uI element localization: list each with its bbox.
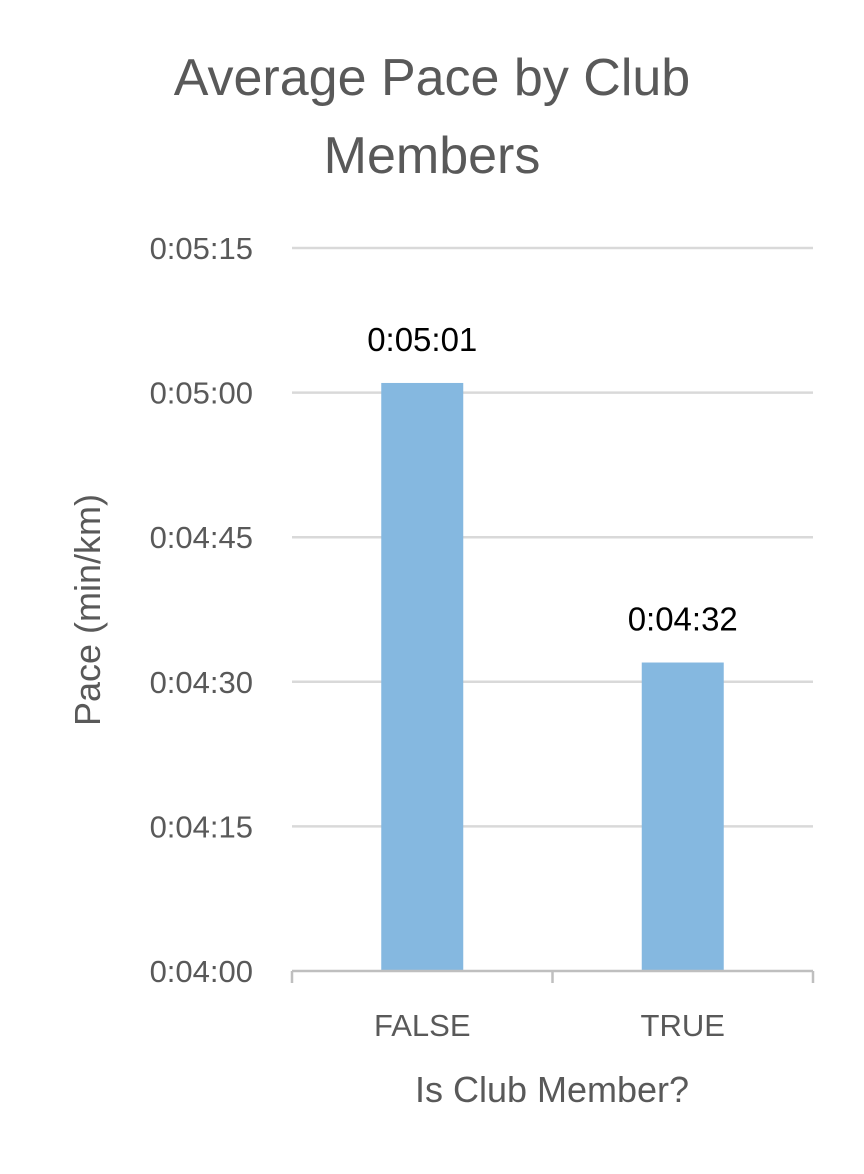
- data-label: 0:04:32: [628, 601, 738, 638]
- x-axis-title: Is Club Member?: [415, 1069, 689, 1110]
- bar-false: [381, 382, 464, 972]
- data-label: 0:05:01: [367, 321, 477, 358]
- data-labels: 0:05:01 0:04:32: [367, 321, 738, 638]
- y-tick-label: 0:04:00: [150, 954, 253, 989]
- x-tick-label: FALSE: [374, 1008, 471, 1043]
- y-tick-label: 0:04:45: [150, 520, 253, 555]
- chart-title-line-2: Members: [324, 127, 541, 185]
- y-axis-title: Pace (min/km): [67, 494, 108, 726]
- gridlines: [292, 246, 813, 828]
- y-tick-label: 0:04:30: [150, 665, 253, 700]
- y-axis-tick-labels: 0:04:00 0:04:15 0:04:30 0:04:45 0:05:00 0:05:…: [150, 231, 253, 989]
- y-tick-label: 0:04:15: [150, 809, 253, 844]
- bar-true: [641, 662, 724, 971]
- chart-title-line-1: Average Pace by Club: [174, 49, 690, 107]
- bars: [381, 382, 724, 972]
- y-tick-label: 0:05:15: [150, 231, 253, 266]
- chart-title: Average Pace by Club Members: [174, 49, 690, 185]
- y-tick-label: 0:05:00: [150, 376, 253, 411]
- x-tick-label: TRUE: [641, 1008, 725, 1043]
- x-axis: [290, 969, 815, 983]
- x-axis-tick-labels: FALSE TRUE: [374, 1008, 725, 1043]
